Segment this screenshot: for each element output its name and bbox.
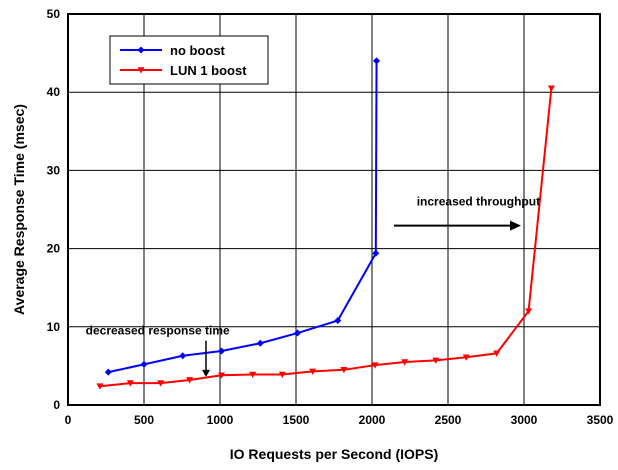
data-point-lun-1-boost xyxy=(493,350,501,357)
x-tick-label: 2000 xyxy=(359,413,386,427)
x-tick-label: 1000 xyxy=(207,413,234,427)
data-point-lun-1-boost xyxy=(218,372,226,379)
data-point-no-boost xyxy=(179,352,187,360)
data-point-lun-1-boost xyxy=(525,308,533,315)
data-point-lun-1-boost xyxy=(371,362,379,369)
data-point-lun-1-boost xyxy=(547,85,555,92)
data-point-no-boost xyxy=(104,368,112,376)
x-tick-label: 2500 xyxy=(435,413,462,427)
data-point-no-boost xyxy=(334,317,342,325)
annotation-decreased-response-time: decreased response time xyxy=(86,324,230,338)
y-tick-label: 30 xyxy=(47,163,61,177)
y-tick-label: 10 xyxy=(47,320,61,334)
x-tick-label: 1500 xyxy=(283,413,310,427)
series-line-lun-1-boost xyxy=(99,88,553,388)
data-point-lun-1-boost xyxy=(401,359,409,366)
y-tick-label: 20 xyxy=(47,242,61,256)
x-tick-label: 0 xyxy=(65,413,72,427)
data-point-no-boost xyxy=(218,347,226,355)
x-tick-label: 3500 xyxy=(587,413,614,427)
series-layer xyxy=(96,57,555,390)
data-point-no-boost xyxy=(294,329,302,337)
data-point-lun-1-boost xyxy=(340,367,348,374)
legend-box xyxy=(109,35,269,85)
data-point-lun-1-boost xyxy=(278,371,286,379)
data-point-lun-1-boost xyxy=(462,354,470,361)
data-point-no-boost xyxy=(372,249,380,257)
data-point-lun-1-boost xyxy=(432,357,440,364)
annotation-arrowhead-down xyxy=(202,369,210,377)
legend-marker-lun1-boost xyxy=(137,67,145,74)
x-tick-label: 3000 xyxy=(511,413,538,427)
plot-border xyxy=(67,13,601,406)
data-point-lun-1-boost xyxy=(126,380,134,387)
legend-label-no-boost: no boost xyxy=(170,43,226,58)
legend-marker-no-boost xyxy=(137,46,145,54)
x-axis-label: IO Requests per Second (IOPS) xyxy=(230,446,439,462)
y-tick-label: 0 xyxy=(53,398,60,412)
x-tick-label: 500 xyxy=(134,413,154,427)
data-point-no-boost xyxy=(373,57,381,65)
data-point-no-boost xyxy=(140,360,148,368)
data-point-lun-1-boost xyxy=(96,383,104,390)
legend: no boost LUN 1 boost xyxy=(109,35,269,85)
annotations: increased throughput decreased response … xyxy=(86,195,540,377)
annotation-increased-throughput: increased throughput xyxy=(417,195,540,209)
tick-labels: 0 500 1000 1500 2000 2500 3000 3500 0 10 20 30 40 50 xyxy=(47,7,614,427)
annotation-arrowhead-right xyxy=(510,220,521,231)
data-point-no-boost xyxy=(256,339,264,347)
data-point-lun-1-boost xyxy=(249,371,257,379)
y-tick-label: 40 xyxy=(47,85,61,99)
y-tick-label: 50 xyxy=(47,7,61,21)
data-point-lun-1-boost xyxy=(186,377,194,384)
data-point-lun-1-boost xyxy=(309,368,317,375)
legend-label-lun1-boost: LUN 1 boost xyxy=(170,63,247,78)
data-point-lun-1-boost xyxy=(157,380,165,387)
y-axis-label: Average Response Time (msec) xyxy=(11,104,27,315)
